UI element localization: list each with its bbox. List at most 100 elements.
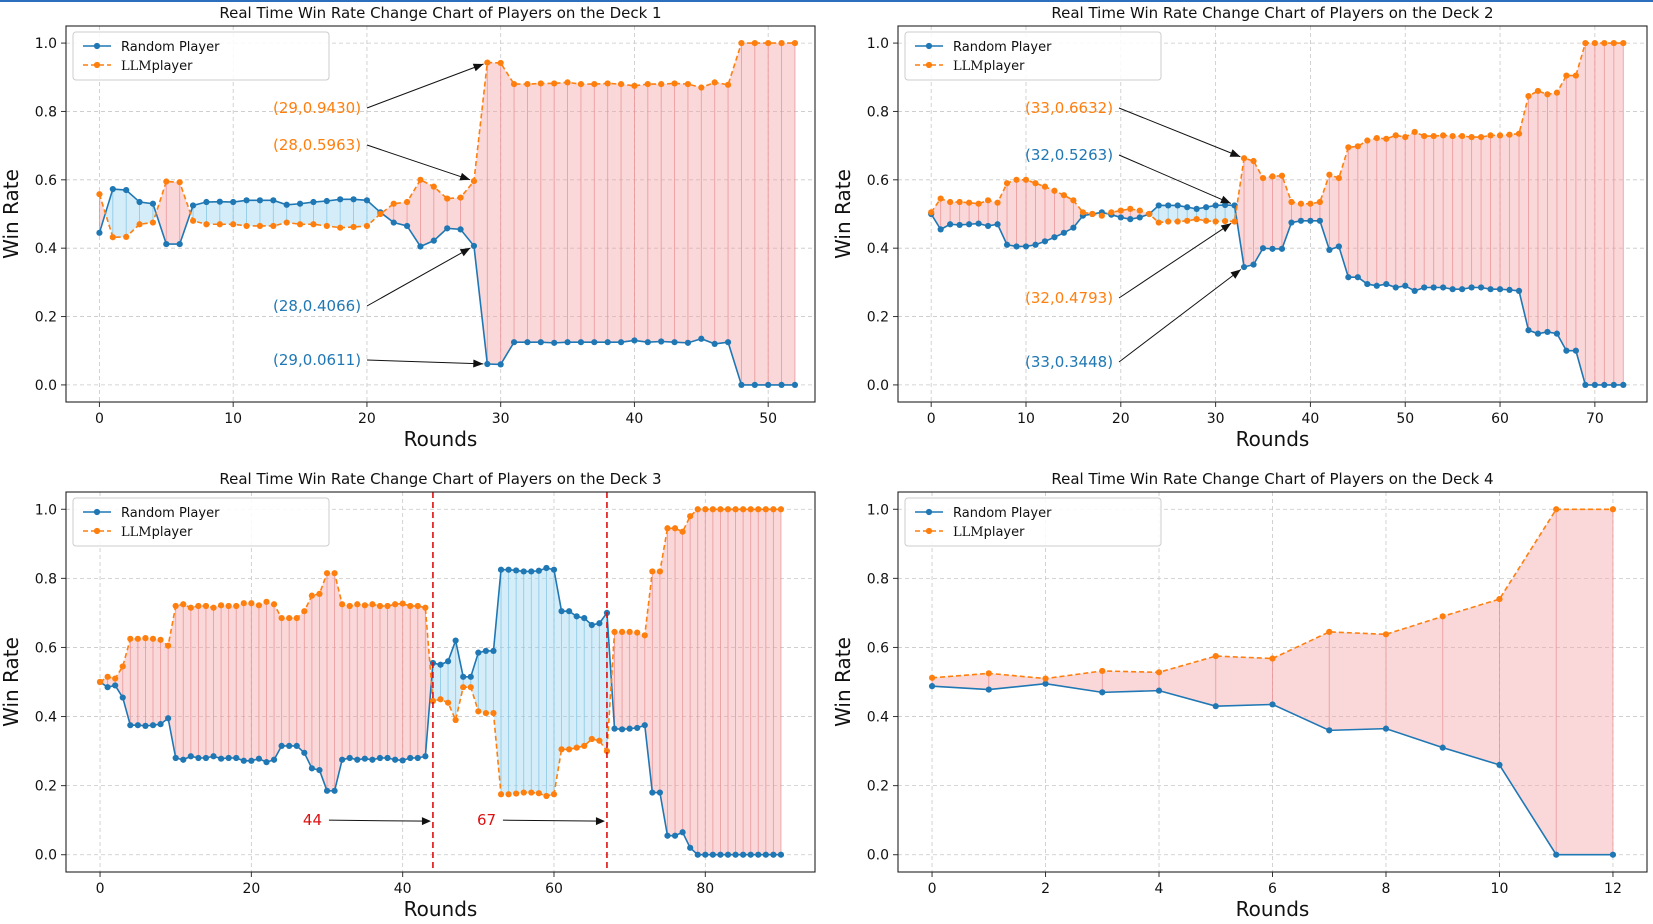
y-axis-label: Win Rate: [831, 637, 855, 727]
data-point-llm: [1382, 631, 1390, 638]
area-between-series: [714, 82, 729, 344]
area-between-series: [259, 200, 274, 226]
data-point-random: [104, 684, 111, 691]
chart-title: Real Time Win Rate Change Chart of Playe…: [1051, 470, 1493, 488]
area-between-series: [580, 84, 595, 343]
data-point-random: [966, 221, 973, 228]
data-point-random: [323, 197, 330, 205]
data-point-random: [165, 715, 172, 722]
data-point-random: [631, 337, 638, 344]
area-between-series: [553, 569, 562, 795]
data-point-random: [1099, 689, 1106, 696]
data-point-random: [671, 832, 679, 839]
data-point-llm: [176, 179, 183, 186]
area-between-series: [674, 83, 688, 343]
data-point-random: [1373, 282, 1380, 289]
area-between-series: [274, 604, 282, 760]
data-point-llm: [377, 210, 384, 218]
data-point-llm: [740, 506, 747, 513]
y-axis-label: Win Rate: [831, 169, 855, 259]
data-point-random: [510, 339, 518, 346]
data-point-llm: [1051, 187, 1058, 194]
data-point-random: [1620, 381, 1627, 389]
data-point-random: [537, 339, 544, 346]
area-between-series: [621, 84, 635, 343]
data-point-llm: [1250, 157, 1257, 165]
data-point-llm: [1098, 212, 1105, 219]
area-between-series: [478, 650, 486, 714]
area-between-series: [1385, 616, 1443, 748]
x-tick-label: 70: [1586, 411, 1604, 427]
area-between-series: [198, 606, 206, 758]
data-point-llm: [634, 629, 641, 636]
data-point-llm: [1421, 132, 1428, 140]
x-axis-label: Rounds: [404, 427, 478, 451]
area-between-series: [1244, 158, 1254, 268]
area-between-series: [1007, 179, 1017, 247]
area-between-series: [1613, 43, 1624, 385]
data-point-llm: [283, 219, 290, 226]
area-between-series: [243, 603, 252, 761]
data-point-llm: [1582, 39, 1589, 47]
data-point-llm: [702, 506, 709, 513]
area-between-series: [1499, 509, 1557, 855]
area-between-series: [273, 200, 287, 226]
area-between-series: [1044, 186, 1055, 242]
data-point-random: [684, 339, 692, 346]
area-between-series: [206, 201, 220, 225]
x-tick-label: 10: [1491, 881, 1509, 897]
data-point-llm: [346, 602, 353, 610]
data-point-llm: [975, 200, 982, 207]
data-point-llm: [1278, 172, 1286, 179]
data-point-llm: [1041, 183, 1049, 190]
area-between-series: [1556, 509, 1613, 855]
area-between-series: [1206, 205, 1216, 222]
area-between-series: [538, 568, 547, 796]
data-point-random: [644, 339, 651, 346]
area-between-series: [145, 638, 154, 726]
data-point-random: [149, 200, 157, 207]
area-between-series: [606, 612, 612, 752]
data-point-llm: [392, 601, 399, 608]
area-between-series: [353, 199, 367, 227]
data-point-random: [528, 568, 535, 575]
data-point-random: [96, 229, 103, 236]
area-between-series: [614, 631, 623, 730]
legend-marker-llm: [925, 527, 933, 535]
area-between-series: [1310, 202, 1320, 221]
y-tick-label: 0.4: [867, 241, 889, 257]
data-point-llm: [230, 221, 237, 228]
area-between-series: [1442, 599, 1500, 765]
data-point-llm: [1316, 198, 1324, 206]
data-point-llm: [444, 195, 451, 202]
annotation-arrowhead: [1230, 269, 1241, 279]
data-point-random: [467, 673, 474, 680]
data-point-random: [1316, 217, 1324, 224]
data-point-random: [437, 661, 444, 668]
data-point-random: [203, 198, 210, 206]
area-between-series: [950, 202, 960, 225]
area-between-series: [1386, 135, 1396, 288]
data-point-random: [1269, 245, 1276, 252]
x-tick-label: 80: [696, 881, 714, 897]
data-point-llm: [631, 82, 638, 89]
data-point-llm: [149, 635, 157, 642]
data-point-llm: [104, 673, 111, 680]
area-between-series: [1272, 175, 1282, 249]
data-point-random: [755, 851, 762, 858]
data-point-llm: [1089, 210, 1096, 218]
data-point-random: [1553, 330, 1561, 337]
data-point-llm: [149, 219, 157, 226]
area-between-series: [1016, 179, 1026, 247]
data-point-llm: [195, 602, 202, 610]
data-point-llm: [255, 602, 263, 609]
data-point-llm: [430, 183, 437, 190]
data-point-random: [142, 722, 149, 729]
x-tick-label: 0: [95, 411, 104, 427]
data-point-random: [1051, 234, 1058, 241]
area-between-series: [705, 509, 713, 855]
data-point-llm: [134, 635, 141, 642]
data-point-random: [316, 766, 323, 774]
data-point-llm: [1496, 132, 1504, 139]
data-point-llm: [1459, 132, 1466, 140]
